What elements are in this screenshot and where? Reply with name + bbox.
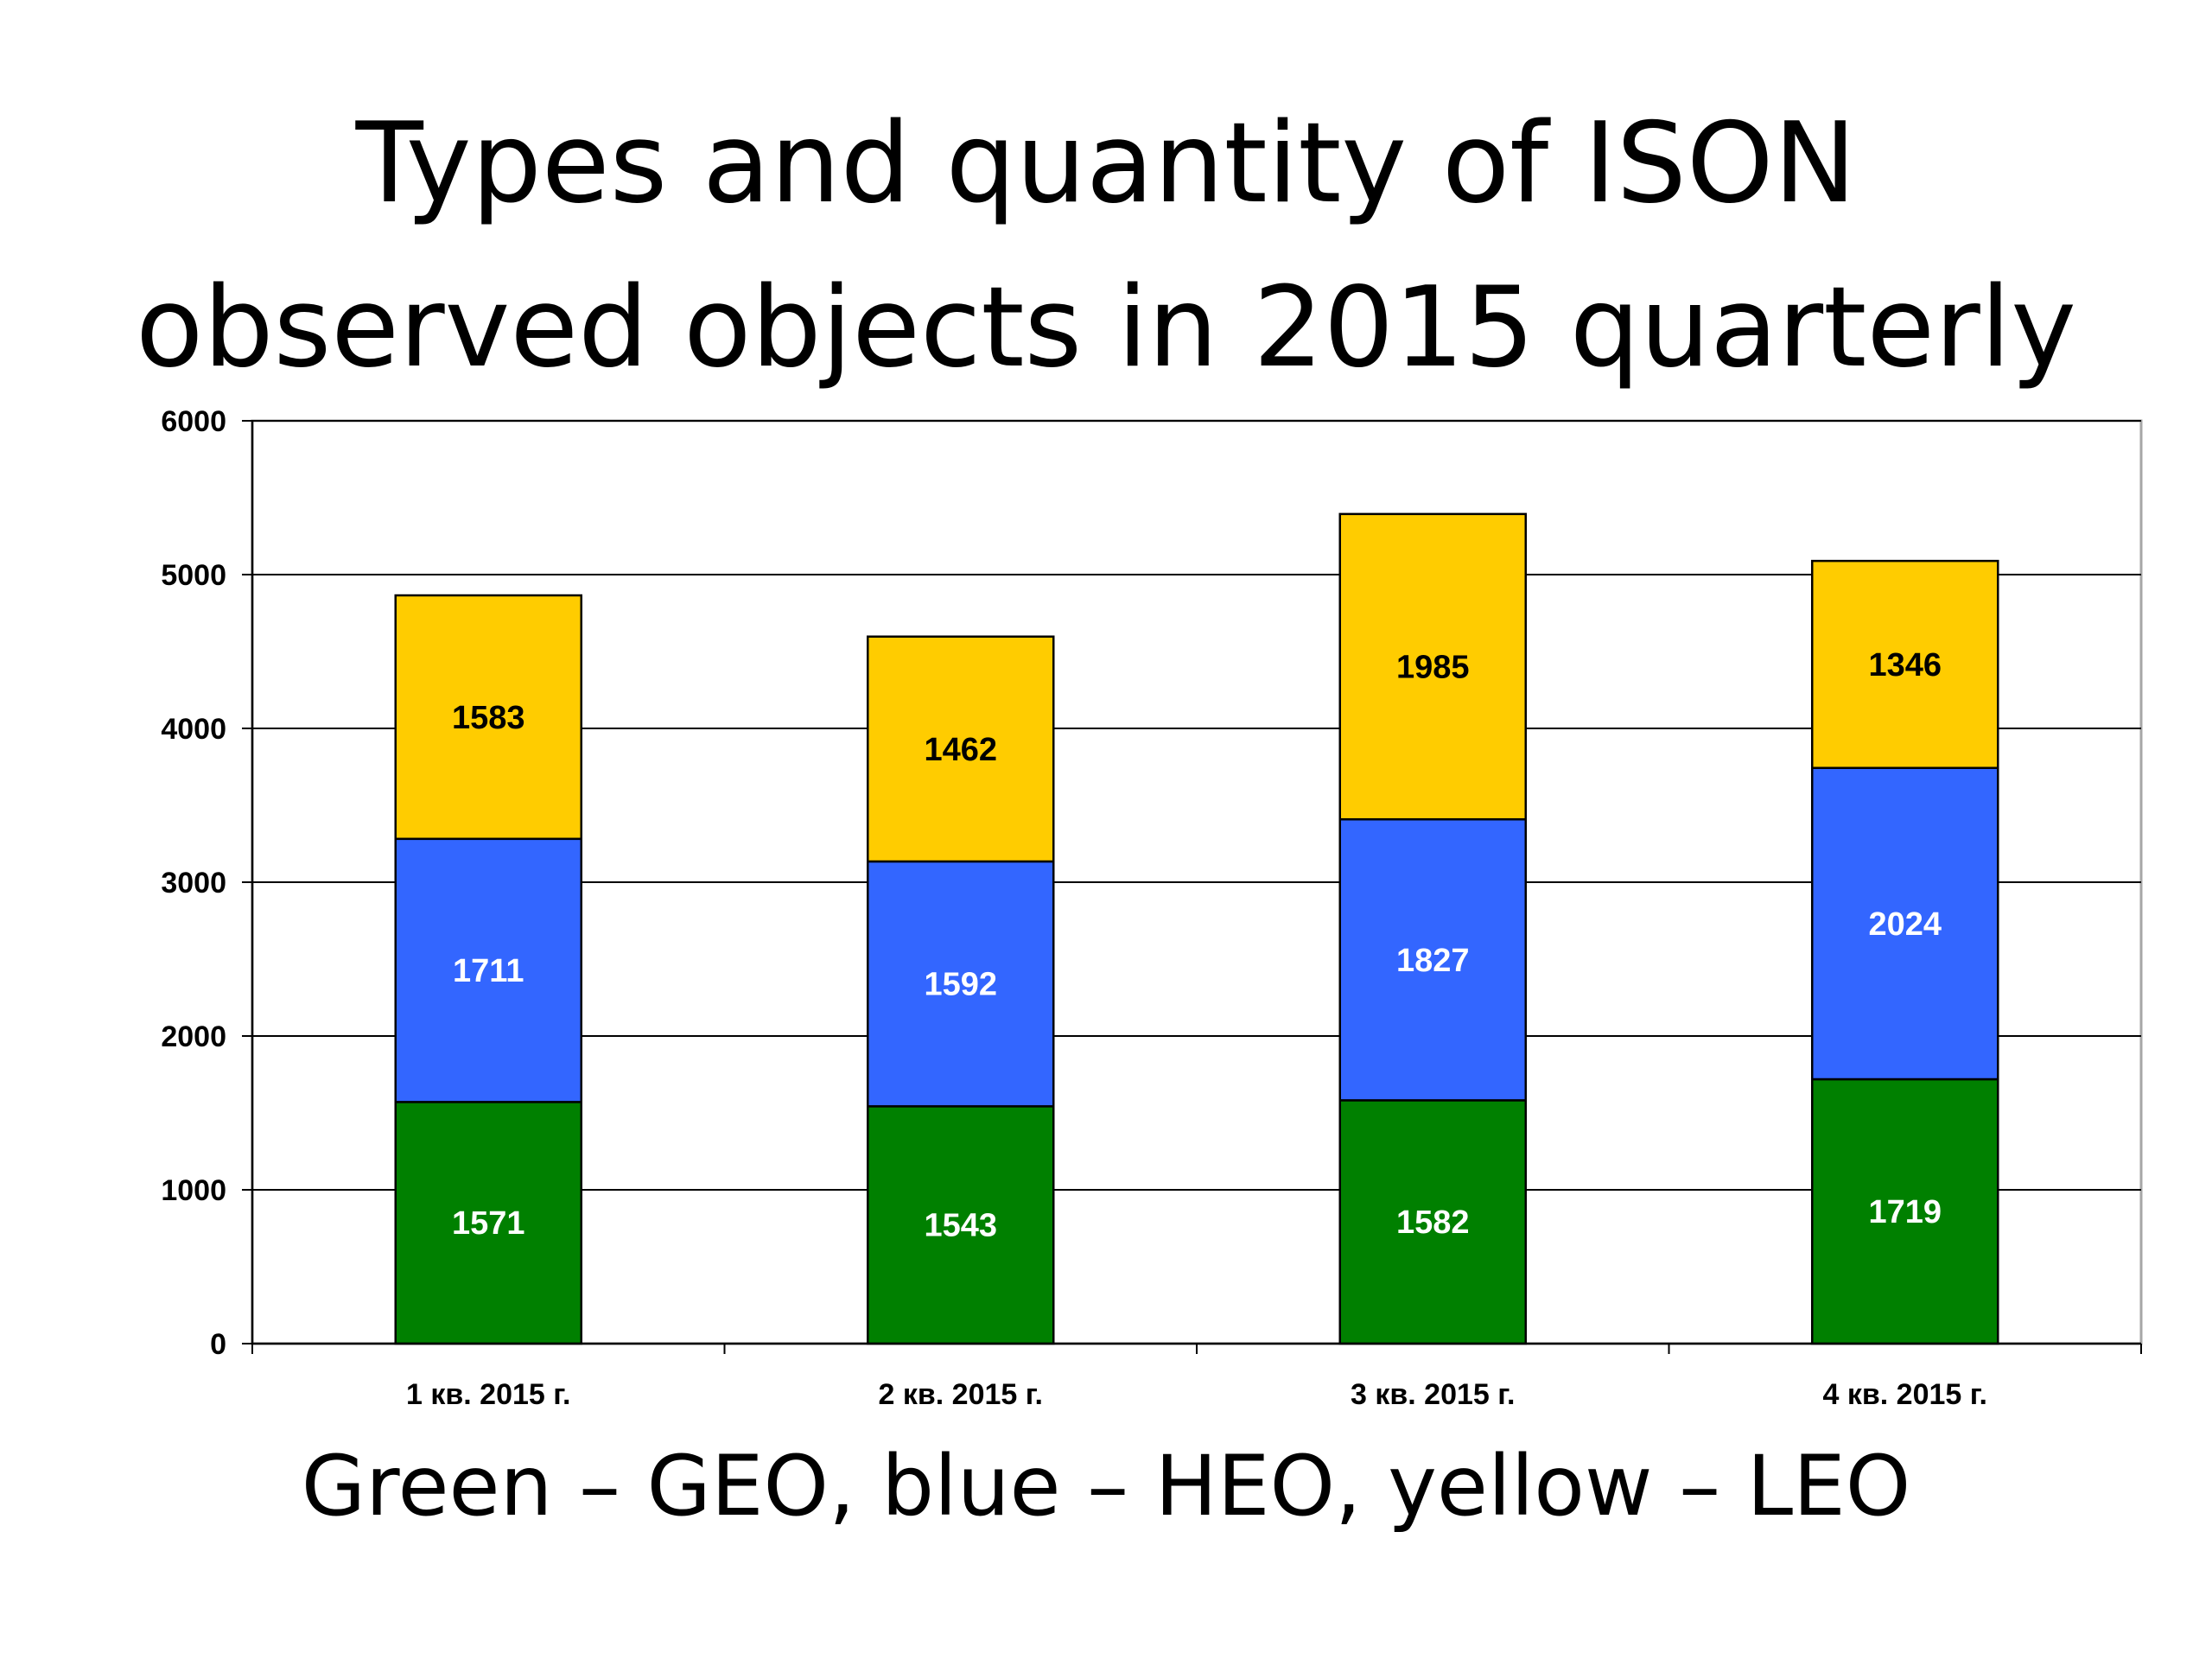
data-label-geo: 1582 [1396,1205,1470,1241]
bar-segment-heo [1811,766,1999,1081]
data-label-heo: 2024 [1868,906,1942,943]
bar-segment-geo [394,1101,582,1345]
bar-segment-leo [394,594,582,841]
data-label-leo: 1462 [924,732,997,768]
x-tick-label: 4 кв. 2015 г. [1823,1378,1987,1411]
data-label-leo: 1346 [1868,647,1942,683]
x-tick-label: 2 кв. 2015 г. [879,1378,1043,1411]
y-tick-label: 3000 [161,867,226,899]
bar-segment-geo [1811,1077,1999,1345]
bar-segment-geo [1338,1099,1527,1345]
y-tick-label: 0 [210,1328,226,1361]
bar-segment-leo [867,635,1055,863]
y-tick-label: 6000 [161,405,226,438]
bar-segment-leo [1338,512,1527,821]
data-label-geo: 1543 [924,1208,997,1244]
bar-segment-heo [867,860,1055,1108]
x-tick-label: 1 кв. 2015 г. [406,1378,570,1411]
x-tick-label: 3 кв. 2015 г. [1351,1378,1515,1411]
y-tick-label: 1000 [161,1174,226,1207]
bar-segment-geo [867,1105,1055,1345]
bar-segment-leo [1811,559,1999,769]
y-tick-label: 4000 [161,713,226,746]
chart-caption: Green – GEO, blue – HEO, yellow – LEO [301,1438,1911,1535]
data-label-heo: 1827 [1396,943,1470,979]
chart-title: Types and quantity of ISON observed obje… [136,99,2076,392]
data-label-leo: 1985 [1396,650,1470,686]
data-label-heo: 1592 [924,967,997,1003]
data-label-leo: 1583 [452,700,525,736]
bar-segment-heo [1338,817,1527,1102]
axes: 0 1000 2000 3000 4000 5000 6000 1 кв. 2015 г. 2 … [161,405,2142,1411]
data-label-geo: 1719 [1868,1194,1942,1230]
y-tick-label: 2000 [161,1020,226,1053]
data-label-geo: 1571 [452,1205,525,1242]
data-labels: 1571 1711 1583 1543 1592 1462 1582 1827 1985 1719… [452,647,1942,1244]
data-label-heo: 1711 [453,953,524,989]
y-tick-label: 5000 [161,559,226,592]
bar-segment-heo [394,837,582,1103]
bars [394,512,1999,1345]
